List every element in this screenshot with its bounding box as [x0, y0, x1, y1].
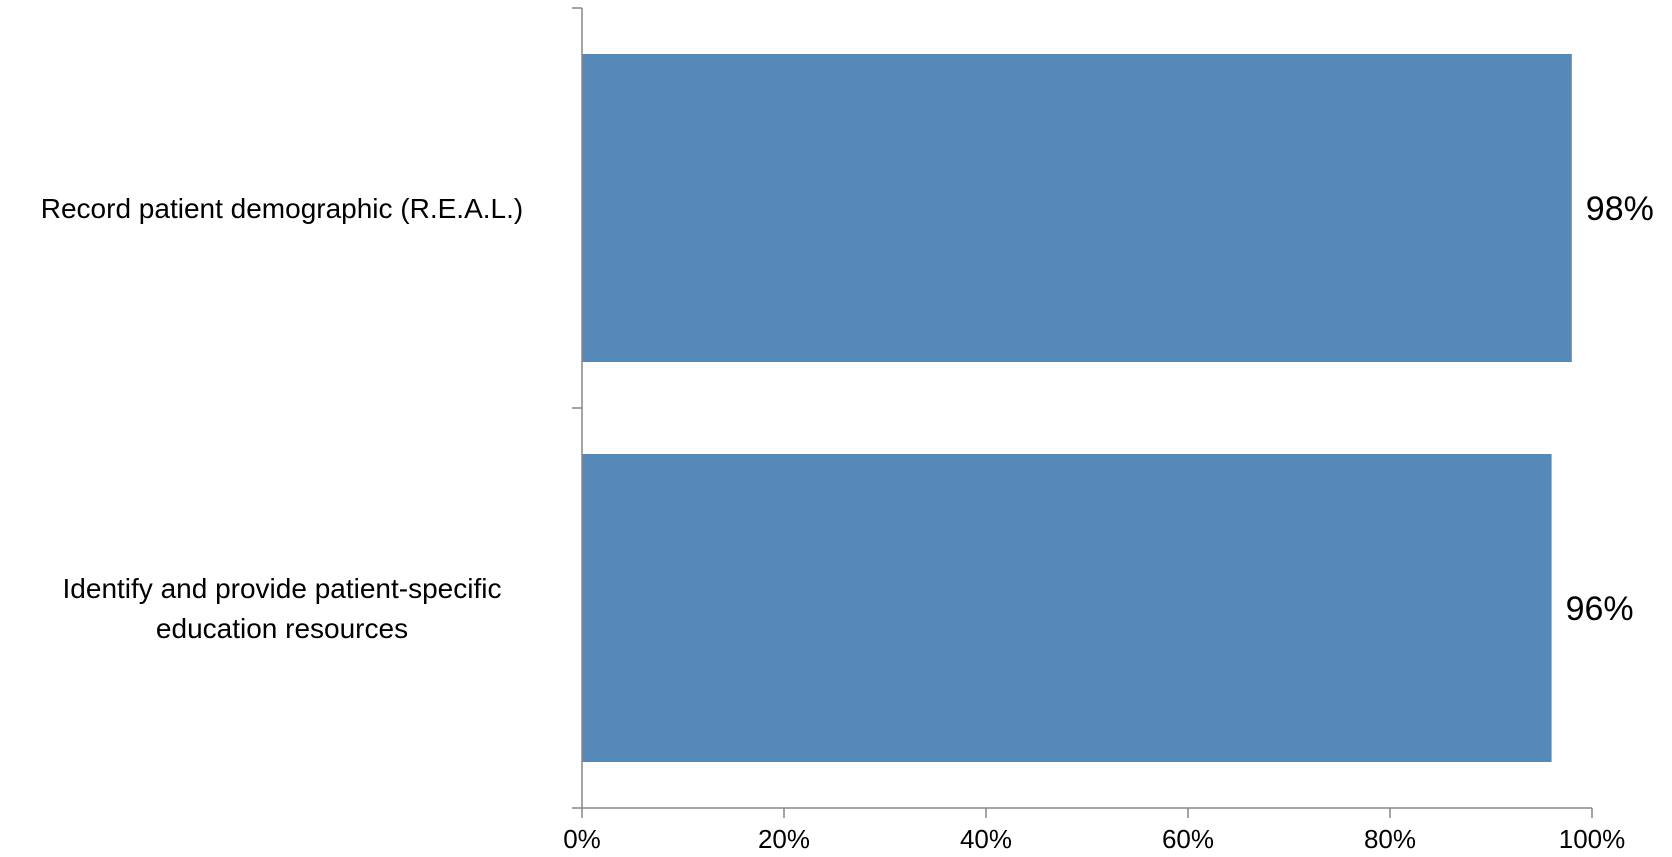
x-tick-label: 60% [1162, 824, 1214, 854]
category-label-1: Record patient demographic (R.E.A.L.) [41, 193, 523, 224]
category-label-line: Identify and provide patient-specific [63, 573, 502, 604]
x-tick-label: 40% [960, 824, 1012, 854]
data-label-2: 96% [1566, 590, 1634, 628]
category-label-2: Identify and provide patient-specific edu… [63, 573, 502, 644]
x-tick-label: 20% [758, 824, 810, 854]
x-tick-label: 100% [1559, 824, 1626, 854]
bars-layer [582, 54, 1572, 762]
data-label-1: 98% [1586, 190, 1654, 228]
category-label-line: Record patient demographic (R.E.A.L.) [41, 193, 523, 224]
category-label-line: education resources [156, 613, 408, 644]
bar-2 [582, 454, 1552, 762]
x-tick-label: 0% [563, 824, 601, 854]
labels-layer: 98% Record patient demographic (R.E.A.L.)… [41, 190, 1654, 854]
axes-layer [572, 7, 1593, 818]
x-tick-label: 80% [1364, 824, 1416, 854]
bar-1 [582, 54, 1572, 362]
